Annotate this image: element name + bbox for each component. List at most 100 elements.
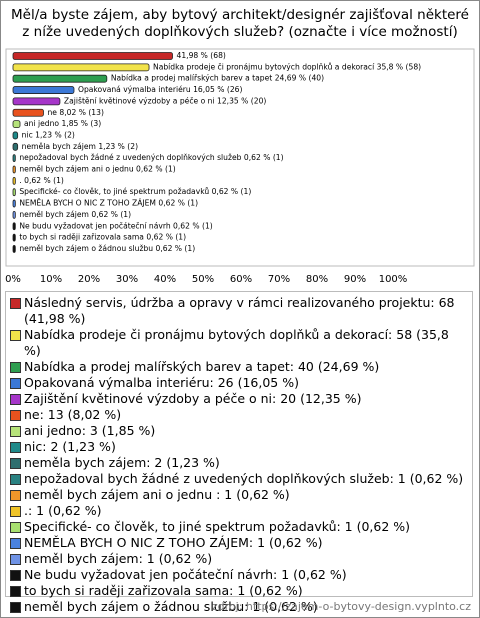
bar-label: Opakovaná výmalba interiéru 16,05 % (26) [78, 85, 243, 94]
legend-entry: neměla bych zájem: 2 (1,23 %) [10, 455, 468, 471]
bar-label: neměl bych zájem 0,62 % (1) [19, 210, 131, 219]
legend-label: neměl bych zájem: 1 (0,62 %) [24, 551, 213, 566]
bar-label: nepožadoval bych žádné z uvedených doplň… [19, 153, 283, 162]
legend-swatch [10, 570, 21, 581]
x-tick-label: 70% [268, 274, 290, 285]
bar [12, 63, 150, 72]
legend-entry: neměl bych zájem ani o jednu : 1 (0,62 %… [10, 487, 468, 503]
legend-swatch [10, 506, 21, 517]
legend-entry: Následný servis, údržba a opravy v rámci… [10, 295, 468, 327]
legend-swatch [10, 474, 21, 485]
legend-entry: neměl bych zájem o žádnou službu: 1 (0,6… [10, 599, 468, 615]
bar-label: Specifické- co člověk, to jiné spektrum … [19, 187, 251, 196]
legend-label: to bych si raději zařizovala sama: 1 (0,… [24, 583, 303, 598]
legend-entry: Opakovaná výmalba interiéru: 26 (16,05 %… [10, 375, 468, 391]
bar [12, 210, 16, 219]
bar [12, 188, 16, 197]
legend-swatch [10, 362, 21, 373]
legend-label: nepožadoval bych žádné z uvedených doplň… [24, 471, 464, 486]
bar [12, 120, 21, 128]
legend-entry: Zajištění květinové výzdoby a péče o ni:… [10, 391, 468, 407]
legend-entry: nepožadoval bych žádné z uvedených doplň… [10, 471, 468, 487]
bar-label: ne 8,02 % (13) [47, 108, 103, 117]
legend-label: Zajištění květinové výzdoby a péče o ni:… [24, 391, 362, 406]
bar-label: 41,98 % (68) [177, 51, 226, 60]
bar-label: NEMĚLA BYCH O NIC Z TOHO ZÁJEM 0,62 % (1… [19, 199, 198, 208]
legend-entry: ne: 13 (8,02 %) [10, 407, 468, 423]
x-tick-label: 0% [5, 274, 21, 285]
bar [12, 74, 108, 83]
legend-entry: Ne budu vyžadovat jen počáteční návrh: 1… [10, 567, 468, 583]
x-tick-label: 60% [230, 274, 252, 285]
legend-label: neměla bych zájem: 2 (1,23 %) [24, 455, 220, 470]
legend-swatch [10, 330, 21, 341]
legend-entry: neměl bych zájem: 1 (0,62 %) [10, 551, 468, 567]
legend-swatch [10, 410, 21, 421]
legend-swatch [10, 490, 21, 501]
x-tick-label: 90% [344, 274, 366, 285]
bar-label: neměl bych zájem o žádnou službu 0,62 % … [19, 244, 195, 253]
legend-entry: NEMĚLA BYCH O NIC Z TOHO ZÁJEM: 1 (0,62 … [10, 535, 468, 551]
bar [12, 222, 16, 231]
legend-swatch [10, 298, 21, 309]
legend-swatch [10, 426, 21, 437]
legend-label: NEMĚLA BYCH O NIC Z TOHO ZÁJEM: 1 (0,62 … [24, 535, 323, 550]
bar-label: nic 1,23 % (2) [22, 130, 75, 139]
bar-label: neměla bych zájem 1,23 % (2) [22, 142, 138, 151]
legend-swatch [10, 458, 21, 469]
x-tick-label: 100% [379, 274, 408, 285]
legend-label: ani jedno: 3 (1,85 %) [24, 423, 156, 438]
bar [12, 165, 16, 174]
chart: 0% 10% 20% 30% 40% 50% 60% 70% 80% 90% 100% 41,98 %… [5, 48, 475, 285]
chart-title: Měl/a byste zájem, aby bytový architekt/… [11, 7, 469, 40]
x-tick-label: 50% [192, 274, 214, 285]
bar [12, 131, 19, 140]
legend-label: Nabídka prodeje či pronájmu bytových dop… [24, 327, 449, 358]
bar-label: ani jedno 1,85 % (3) [24, 119, 101, 128]
legend-label: Nabídka a prodej malířských barev a tape… [24, 359, 380, 374]
bar [12, 86, 75, 94]
legend-label: neměl bych zájem o žádnou službu: 1 (0,6… [24, 599, 318, 614]
x-tick-label: 80% [306, 274, 328, 285]
legend-label: .: 1 (0,62 %) [24, 503, 102, 518]
bar-label: Nabídka prodeje či pronájmu bytových dop… [153, 62, 421, 71]
bar [12, 233, 16, 242]
bar-label: Zajištění květinové výzdoby a péče o ni … [64, 96, 266, 105]
x-tick-label: 10% [40, 274, 62, 285]
bar-label: to bych si raději zařizovala sama 0,62 %… [19, 233, 186, 242]
x-tick-label: 20% [78, 274, 100, 285]
legend-entry: Specifické- co člověk, to jiné spektrum … [10, 519, 468, 535]
legend-swatch [10, 586, 21, 597]
bar [12, 176, 16, 185]
bar-label: . 0,62 % (1) [19, 176, 64, 185]
legend-label: Následný servis, údržba a opravy v rámci… [24, 295, 455, 326]
legend-swatch [10, 538, 21, 549]
legend-swatch [10, 522, 21, 533]
legend-entry: Nabídka prodeje či pronájmu bytových dop… [10, 327, 468, 359]
legend-swatch [10, 378, 21, 389]
legend-label: Opakovaná výmalba interiéru: 26 (16,05 %… [24, 375, 299, 390]
legend-swatch [10, 602, 21, 613]
legend: Následný servis, údržba a opravy v rámci… [5, 291, 473, 614]
bar [12, 52, 173, 60]
legend-entry: nic: 2 (1,23 %) [10, 439, 468, 455]
legend-swatch [10, 394, 21, 405]
legend-label: nic: 2 (1,23 %) [24, 439, 116, 454]
bar [12, 108, 44, 117]
bar [12, 154, 16, 163]
plot-frame [5, 48, 475, 267]
legend-swatch [10, 442, 21, 453]
bar-label: Nabídka a prodej malířských barev a tape… [111, 74, 324, 83]
bar [12, 245, 16, 253]
legend-entry: ani jedno: 3 (1,85 %) [10, 423, 468, 439]
legend-entry: to bych si raději zařizovala sama: 1 (0,… [10, 583, 468, 599]
bar-label: neměl bych zájem ani o jednu 0,62 % (1) [19, 165, 175, 174]
bar [12, 97, 61, 106]
legend-label: Specifické- co člověk, to jiné spektrum … [24, 519, 411, 534]
x-tick-label: 30% [116, 274, 138, 285]
bar [12, 142, 19, 151]
legend-entry: Nabídka a prodej malířských barev a tape… [10, 359, 468, 375]
legend-entry: .: 1 (0,62 %) [10, 503, 468, 519]
bar [12, 199, 16, 208]
